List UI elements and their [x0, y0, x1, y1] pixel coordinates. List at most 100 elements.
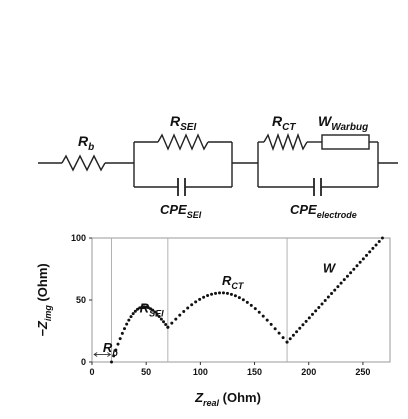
data-point [257, 310, 261, 314]
data-point [198, 297, 202, 301]
data-point [164, 323, 168, 327]
data-point [136, 307, 140, 311]
data-point [261, 314, 265, 318]
data-point [127, 318, 131, 322]
x-tick-label: 250 [355, 367, 370, 377]
data-point [277, 331, 281, 335]
data-point [178, 313, 182, 317]
x-axis-title: Zreal (Ohm) [194, 390, 261, 408]
x-axis-ticks: 0 50 100 150 200 250 [89, 362, 370, 377]
y-tick-label: 0 [81, 357, 86, 367]
annotation-rb: Rb [103, 340, 118, 358]
data-point [245, 300, 249, 304]
data-point [118, 337, 122, 341]
plot-frame [91, 237, 391, 363]
y-tick-label: 50 [76, 295, 86, 305]
data-point [304, 319, 308, 323]
data-point [377, 239, 381, 243]
warburg-element-box [321, 134, 370, 150]
data-point [229, 292, 233, 296]
x-tick-label: 150 [247, 367, 262, 377]
data-point [206, 294, 210, 298]
data-point [314, 309, 318, 313]
data-point [368, 250, 372, 254]
data-point [285, 340, 289, 344]
circuit-label-cpe-electrode: CPEelectrode [290, 202, 357, 220]
annotation-w: W [323, 261, 337, 276]
y-axis-title: −Zimg (Ohm) [35, 263, 53, 336]
data-point [298, 326, 302, 330]
data-point [237, 296, 241, 300]
data-point [349, 271, 353, 275]
data-point [269, 322, 273, 326]
data-point [116, 342, 120, 346]
data-point [210, 292, 214, 296]
data-point [221, 291, 225, 295]
resistor-rsei-symbol [157, 133, 209, 151]
data-point [125, 322, 129, 326]
data-point [374, 243, 378, 247]
data-point [317, 305, 321, 309]
data-point [301, 323, 305, 327]
data-point [371, 246, 375, 250]
data-point [345, 274, 349, 278]
data-point [361, 257, 365, 261]
annotation-rct: RCT [222, 273, 245, 291]
data-point [355, 264, 359, 268]
data-point [214, 291, 218, 295]
circuit-label-cpe-sei: CPESEI [160, 202, 202, 220]
data-point [170, 321, 174, 325]
x-tick-label: 100 [193, 367, 208, 377]
data-point [129, 315, 133, 319]
x-tick-label: 50 [141, 367, 151, 377]
resistor-rb-symbol [61, 154, 106, 172]
rb-arrow-head-right [107, 352, 112, 357]
data-point [131, 312, 135, 316]
data-point [295, 330, 299, 334]
data-point [273, 327, 277, 331]
data-point [114, 348, 118, 352]
data-point [194, 300, 198, 304]
circuit-label-rsei: RSEI [170, 113, 196, 133]
data-point [166, 325, 170, 329]
data-point [225, 291, 229, 295]
data-point [281, 336, 285, 340]
circuit-label-w: WWarbug [318, 113, 368, 133]
data-point [249, 303, 253, 307]
data-point [253, 307, 257, 311]
data-point [110, 360, 114, 364]
data-point [291, 333, 295, 337]
plot-annotations: Rb RSEI RCT W [103, 261, 337, 358]
data-point [342, 278, 346, 282]
data-point [151, 308, 155, 312]
x-tick-label: 0 [89, 367, 94, 377]
data-point [241, 298, 245, 302]
data-point [380, 236, 384, 240]
nyquist-plot: 0 50 100 150 200 250 0 50 100 Rb RSEI RCT W Zreal … [35, 233, 391, 408]
data-point [202, 295, 206, 299]
rb-arrow-head-left [93, 352, 98, 357]
resistor-rct-symbol [263, 132, 308, 152]
data-point [326, 295, 330, 299]
data-point [153, 310, 157, 314]
data-point [358, 260, 362, 264]
data-point [310, 312, 314, 316]
equivalent-circuit: Rb RSEI CPESEI RCT WWarbug CPEelectrode [38, 113, 398, 220]
data-point [157, 315, 161, 319]
data-point [233, 294, 237, 298]
data-point [333, 288, 337, 292]
circuit-label-rct: RCT [272, 113, 296, 133]
rb-arrow [93, 352, 112, 357]
x-tick-label: 200 [301, 367, 316, 377]
data-point [112, 354, 116, 358]
data-point [149, 307, 153, 311]
data-point [174, 317, 178, 321]
impedance-data-points [110, 236, 384, 364]
data-point [323, 298, 327, 302]
data-point [190, 303, 194, 307]
data-point [162, 320, 166, 324]
data-point [339, 281, 343, 285]
data-point [336, 285, 340, 289]
data-point [320, 302, 324, 306]
